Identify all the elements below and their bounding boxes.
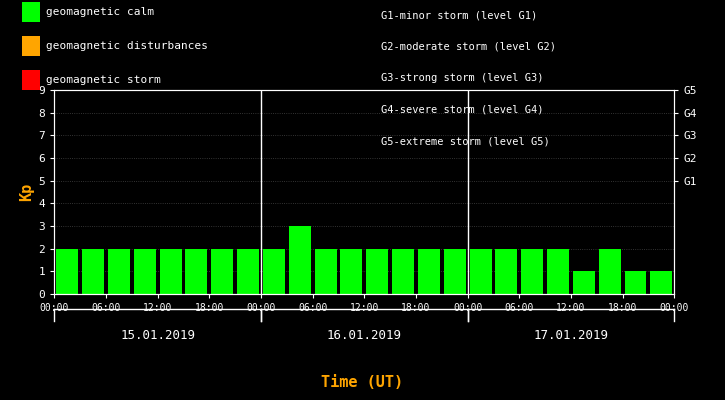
Text: 17.01.2019: 17.01.2019 <box>534 329 608 342</box>
Bar <box>624 271 647 294</box>
Bar <box>547 249 569 294</box>
Bar <box>366 249 388 294</box>
Bar <box>470 249 492 294</box>
Text: G4-severe storm (level G4): G4-severe storm (level G4) <box>381 105 543 115</box>
Text: geomagnetic disturbances: geomagnetic disturbances <box>46 41 207 51</box>
Text: geomagnetic storm: geomagnetic storm <box>46 75 160 85</box>
Bar <box>160 249 181 294</box>
Y-axis label: Kp: Kp <box>20 183 34 201</box>
Bar <box>341 249 362 294</box>
Bar <box>211 249 233 294</box>
Bar <box>495 249 518 294</box>
Bar <box>263 249 285 294</box>
Bar <box>599 249 621 294</box>
Bar <box>521 249 543 294</box>
Bar <box>186 249 207 294</box>
Text: G1-minor storm (level G1): G1-minor storm (level G1) <box>381 10 537 20</box>
Bar <box>573 271 594 294</box>
Text: geomagnetic calm: geomagnetic calm <box>46 7 154 17</box>
Text: 15.01.2019: 15.01.2019 <box>120 329 195 342</box>
Bar <box>444 249 465 294</box>
Text: 16.01.2019: 16.01.2019 <box>327 329 402 342</box>
Text: G5-extreme storm (level G5): G5-extreme storm (level G5) <box>381 136 550 146</box>
Bar <box>57 249 78 294</box>
Bar <box>392 249 414 294</box>
Bar <box>82 249 104 294</box>
Bar <box>108 249 130 294</box>
Bar <box>418 249 440 294</box>
Bar <box>315 249 336 294</box>
Text: G2-moderate storm (level G2): G2-moderate storm (level G2) <box>381 42 555 52</box>
Bar <box>134 249 156 294</box>
Bar <box>650 271 672 294</box>
Text: Time (UT): Time (UT) <box>321 375 404 390</box>
Bar <box>237 249 259 294</box>
Text: G3-strong storm (level G3): G3-strong storm (level G3) <box>381 73 543 83</box>
Bar <box>289 226 311 294</box>
